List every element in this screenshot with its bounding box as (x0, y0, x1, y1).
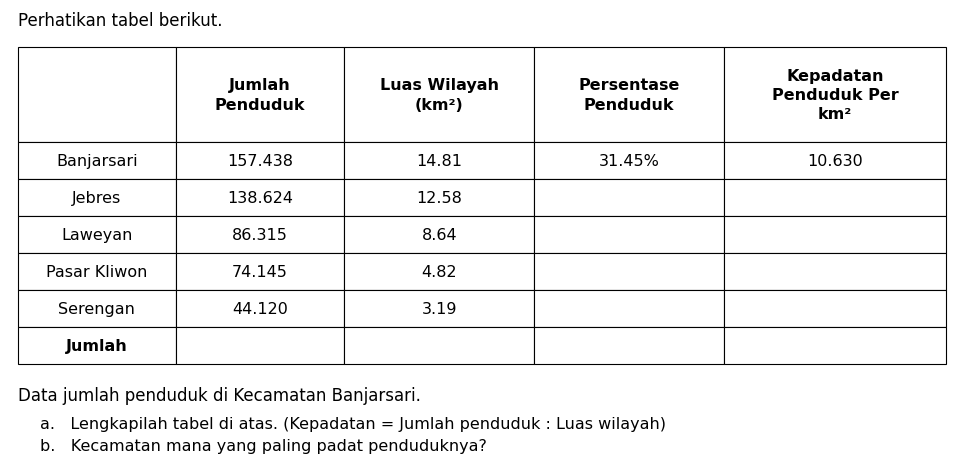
Text: Pasar Kliwon: Pasar Kliwon (46, 264, 147, 279)
Bar (724, 180, 946, 217)
Bar (18, 143, 175, 180)
Bar (724, 48, 946, 143)
Bar (534, 48, 724, 143)
Text: Banjarsari: Banjarsari (56, 154, 138, 169)
Text: 138.624: 138.624 (228, 191, 293, 206)
Bar (344, 180, 534, 217)
Bar (175, 327, 344, 364)
Bar (534, 143, 724, 180)
Bar (534, 180, 724, 217)
Text: 86.315: 86.315 (232, 227, 288, 243)
Text: Data jumlah penduduk di Kecamatan Banjarsari.: Data jumlah penduduk di Kecamatan Banjar… (18, 386, 421, 404)
Text: Persentase
Penduduk: Persentase Penduduk (578, 78, 680, 113)
Text: Jumlah
Penduduk: Jumlah Penduduk (215, 78, 306, 113)
Bar (534, 327, 724, 364)
Text: Serengan: Serengan (59, 301, 135, 316)
Text: 8.64: 8.64 (421, 227, 457, 243)
Text: Perhatikan tabel berikut.: Perhatikan tabel berikut. (18, 12, 223, 30)
Bar (534, 290, 724, 327)
Text: 74.145: 74.145 (232, 264, 288, 279)
Text: Laweyan: Laweyan (62, 227, 133, 243)
Bar (724, 143, 946, 180)
Text: 3.19: 3.19 (421, 301, 457, 316)
Bar (18, 48, 175, 143)
Text: 14.81: 14.81 (416, 154, 463, 169)
Bar (175, 253, 344, 290)
Bar (175, 48, 344, 143)
Text: 10.630: 10.630 (807, 154, 863, 169)
Bar (175, 143, 344, 180)
Text: 12.58: 12.58 (416, 191, 463, 206)
Bar (534, 253, 724, 290)
Bar (534, 217, 724, 253)
Bar (344, 143, 534, 180)
Bar (344, 290, 534, 327)
Bar (175, 180, 344, 217)
Bar (175, 290, 344, 327)
Bar (724, 327, 946, 364)
Text: 157.438: 157.438 (228, 154, 293, 169)
Text: a.   Lengkapilah tabel di atas. (Kepadatan = Jumlah penduduk : Luas wilayah): a. Lengkapilah tabel di atas. (Kepadatan… (40, 416, 666, 431)
Text: Luas Wilayah
(km²): Luas Wilayah (km²) (380, 78, 498, 113)
Text: Jebres: Jebres (72, 191, 121, 206)
Text: Kepadatan
Penduduk Per
km²: Kepadatan Penduduk Per km² (772, 69, 898, 122)
Text: 4.82: 4.82 (421, 264, 457, 279)
Bar (18, 253, 175, 290)
Text: 31.45%: 31.45% (599, 154, 659, 169)
Text: Jumlah: Jumlah (67, 338, 128, 353)
Bar (18, 180, 175, 217)
Bar (18, 327, 175, 364)
Bar (724, 290, 946, 327)
Bar (175, 217, 344, 253)
Bar (18, 217, 175, 253)
Bar (18, 290, 175, 327)
Bar (724, 217, 946, 253)
Bar (724, 253, 946, 290)
Bar (344, 48, 534, 143)
Bar (344, 327, 534, 364)
Bar (344, 253, 534, 290)
Bar (344, 217, 534, 253)
Text: 44.120: 44.120 (232, 301, 288, 316)
Text: b.   Kecamatan mana yang paling padat penduduknya?: b. Kecamatan mana yang paling padat pend… (40, 438, 487, 453)
